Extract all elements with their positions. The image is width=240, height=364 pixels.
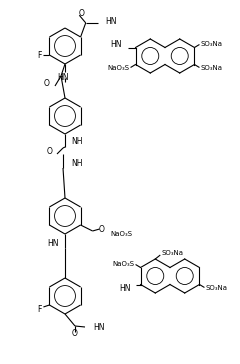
Text: HN: HN <box>110 40 121 49</box>
Text: O: O <box>44 79 50 88</box>
Text: HN: HN <box>57 72 68 82</box>
Text: NH: NH <box>71 138 83 146</box>
Text: SO₃Na: SO₃Na <box>200 40 222 47</box>
Text: SO₃Na: SO₃Na <box>200 66 222 71</box>
Text: SO₃Na: SO₃Na <box>161 250 183 256</box>
Text: HN: HN <box>106 17 117 27</box>
Text: F: F <box>37 305 42 313</box>
Text: HN: HN <box>48 240 59 249</box>
Text: HN: HN <box>119 284 131 293</box>
Text: NaO₃S: NaO₃S <box>111 231 132 237</box>
Text: NaO₃S: NaO₃S <box>113 261 135 266</box>
Text: F: F <box>37 51 42 59</box>
Text: O: O <box>47 146 53 155</box>
Text: SO₃Na: SO₃Na <box>205 285 228 292</box>
Text: O: O <box>99 226 105 234</box>
Text: NH: NH <box>71 159 83 169</box>
Text: HN: HN <box>93 323 104 332</box>
Text: O: O <box>72 329 78 339</box>
Text: NaO₃S: NaO₃S <box>108 66 130 71</box>
Text: O: O <box>78 9 84 18</box>
